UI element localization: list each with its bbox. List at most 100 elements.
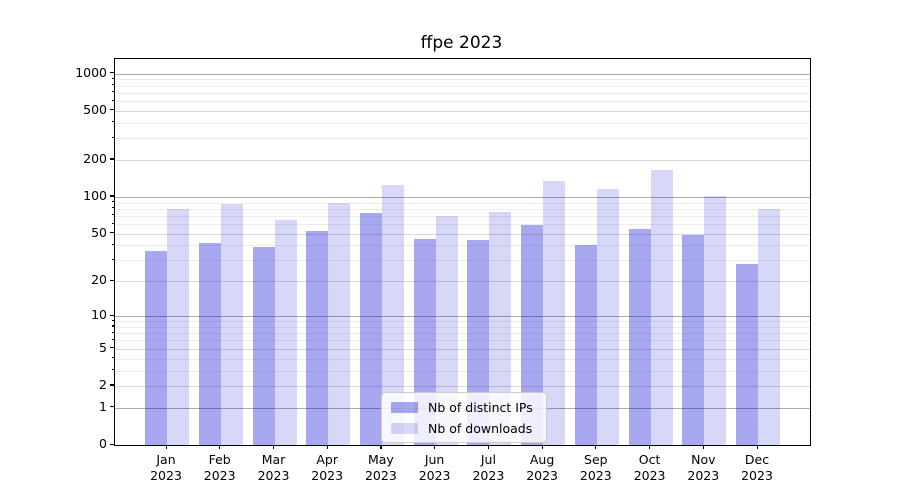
gridline-30 [115, 260, 810, 262]
bar-distinct-ips-apr [306, 230, 329, 445]
y-minor-tick-mark-80 [111, 207, 114, 209]
bar-distinct-ips-sep [574, 245, 597, 445]
bar-distinct-ips-dec [736, 264, 758, 445]
bar-distinct-ips-feb [198, 242, 221, 445]
gridline-7 [115, 333, 810, 335]
y-minor-tick-mark-90 [111, 201, 114, 203]
y-minor-tick-mark-600 [111, 99, 114, 101]
y-minor-tick-mark-60 [111, 222, 114, 224]
y-tick-mark-10 [110, 314, 114, 316]
gridline-300 [115, 138, 810, 140]
bar-downloads-jun [435, 215, 458, 445]
bar-downloads-may [381, 185, 404, 445]
gridline-5 [115, 348, 810, 350]
gridline-700 [115, 92, 810, 94]
gridline-40 [115, 245, 810, 247]
x-tick-mark-dec [756, 445, 758, 449]
x-tick-mark-jun [434, 445, 436, 449]
x-tick-mark-nov [702, 445, 704, 449]
x-tick-mark-jan [165, 445, 167, 449]
gridline-2 [115, 385, 810, 387]
bar-downloads-aug [543, 180, 566, 445]
gridline-50 [115, 233, 810, 235]
gridline-200 [115, 159, 810, 161]
gridline-900 [115, 79, 810, 81]
y-tick-mark-1 [110, 406, 114, 408]
gridline-9 [115, 321, 810, 323]
bar-distinct-ips-jan [145, 250, 167, 445]
legend-row-downloads: Nb of downloads [391, 420, 537, 436]
legend-row-distinct-ips: Nb of distinct IPs [391, 399, 537, 415]
y-tick-label-2: 2 [99, 376, 107, 392]
x-tick-label-jun: Jun 2023 [418, 452, 451, 483]
bar-distinct-ips-nov [682, 234, 705, 445]
legend-swatch-downloads [391, 422, 418, 434]
x-tick-label-apr: Apr 2023 [311, 452, 344, 483]
x-tick-label-sep: Sep 2023 [579, 452, 612, 483]
y-tick-mark-20 [110, 279, 114, 281]
gridline-90 [115, 202, 810, 204]
legend-label-downloads: Nb of downloads [428, 420, 533, 436]
gridline-4 [115, 358, 810, 360]
bar-downloads-jan [167, 209, 189, 445]
y-minor-tick-mark-6 [111, 338, 114, 341]
x-tick-label-jan: Jan 2023 [150, 452, 182, 483]
x-tick-mark-sep [595, 445, 597, 449]
x-tick-mark-mar [273, 445, 275, 449]
x-tick-mark-may [380, 445, 382, 449]
x-tick-label-jul: Jul 2023 [472, 452, 505, 483]
bar-downloads-jul [489, 211, 512, 445]
y-minor-tick-mark-9 [111, 319, 114, 321]
y-minor-tick-mark-700 [111, 91, 114, 93]
y-tick-mark-50 [110, 232, 114, 234]
bar-downloads-dec [758, 209, 780, 445]
y-tick-label-50: 50 [91, 224, 107, 240]
x-tick-label-dec: Dec 2023 [741, 452, 773, 483]
y-tick-mark-1000 [110, 72, 114, 74]
y-minor-tick-mark-4 [111, 357, 114, 359]
y-tick-mark-2 [110, 384, 114, 386]
y-tick-label-1: 1 [99, 398, 107, 414]
y-tick-label-200: 200 [83, 150, 107, 166]
gridline-3 [115, 370, 810, 372]
x-tick-mark-apr [326, 445, 328, 449]
x-tick-mark-aug [541, 445, 543, 449]
y-tick-label-5: 5 [99, 339, 107, 355]
gridline-100 [115, 196, 810, 198]
y-minor-tick-mark-40 [111, 243, 114, 245]
gridline-1000 [115, 73, 810, 75]
gridline-60 [115, 224, 810, 225]
y-tick-mark-200 [110, 158, 114, 160]
y-tick-label-500: 500 [83, 101, 107, 117]
y-tick-label-0: 0 [99, 436, 107, 451]
bar-downloads-mar [274, 219, 297, 445]
bar-downloads-oct [650, 169, 673, 445]
y-tick-mark-500 [110, 109, 114, 111]
legend-swatch-distinct-ips [391, 401, 418, 413]
gridline-8 [115, 326, 810, 328]
bar-distinct-ips-oct [628, 228, 651, 445]
y-tick-label-20: 20 [91, 272, 107, 288]
x-tick-label-feb: Feb 2023 [203, 452, 236, 483]
x-tick-mark-jul [487, 445, 490, 449]
legend: Nb of distinct IPs Nb of downloads [381, 392, 547, 443]
y-minor-tick-mark-800 [111, 84, 114, 86]
bar-downloads-sep [596, 189, 619, 445]
bar-distinct-ips-mar [252, 246, 275, 445]
x-tick-label-oct: Oct 2023 [633, 452, 666, 483]
y-tick-label-100: 100 [83, 187, 107, 203]
x-tick-label-aug: Aug 2023 [526, 452, 558, 483]
gridline-600 [115, 101, 810, 102]
x-tick-label-mar: Mar 2023 [257, 452, 290, 483]
y-tick-mark-0 [110, 443, 114, 445]
gridline-800 [115, 85, 810, 87]
bar-downloads-apr [328, 203, 351, 445]
y-tick-label-1000: 1000 [75, 64, 107, 80]
y-minor-tick-mark-3 [111, 369, 114, 371]
x-tick-label-may: May 2023 [364, 452, 397, 483]
gridline-80 [115, 208, 810, 210]
y-minor-tick-mark-300 [111, 136, 114, 138]
gridline-500 [115, 110, 810, 112]
y-tick-label-10: 10 [91, 307, 107, 323]
